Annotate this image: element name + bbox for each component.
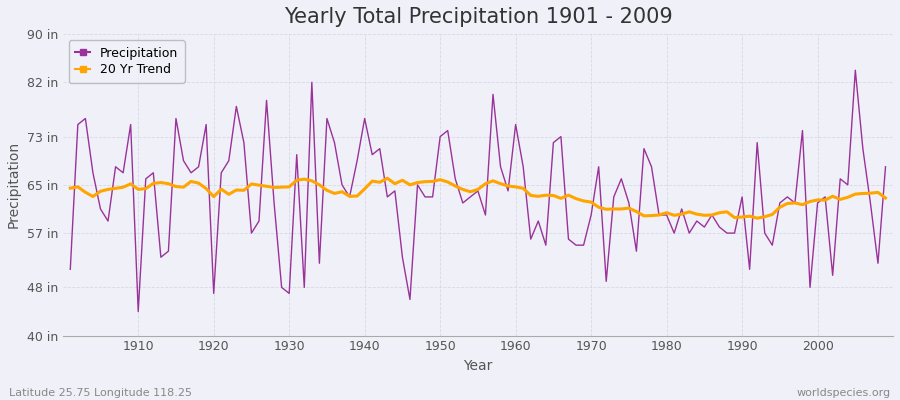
Y-axis label: Precipitation: Precipitation (7, 141, 21, 228)
Precipitation (299, 285, 310, 290)
20 Yr Trend (880, 196, 891, 200)
20 Yr Trend (608, 206, 619, 211)
20 Yr Trend (292, 178, 302, 183)
Text: worldspecies.org: worldspecies.org (796, 388, 891, 398)
20 Yr Trend (510, 184, 521, 189)
Text: Latitude 25.75 Longitude 118.25: Latitude 25.75 Longitude 118.25 (9, 388, 192, 398)
Precipitation (65, 267, 76, 272)
Precipitation (608, 194, 619, 199)
Legend: Precipitation, 20 Yr Trend: Precipitation, 20 Yr Trend (69, 40, 184, 82)
20 Yr Trend (65, 186, 76, 190)
Precipitation (125, 122, 136, 127)
20 Yr Trend (125, 182, 136, 186)
Line: 20 Yr Trend: 20 Yr Trend (70, 178, 886, 218)
Precipitation (344, 194, 355, 199)
20 Yr Trend (518, 186, 528, 191)
Precipitation (510, 122, 521, 127)
Title: Yearly Total Precipitation 1901 - 2009: Yearly Total Precipitation 1901 - 2009 (284, 7, 672, 27)
X-axis label: Year: Year (464, 359, 492, 373)
Precipitation (518, 164, 528, 169)
Precipitation (133, 309, 144, 314)
20 Yr Trend (752, 216, 762, 220)
20 Yr Trend (382, 176, 392, 181)
Line: Precipitation: Precipitation (70, 70, 886, 312)
Precipitation (850, 68, 860, 73)
Precipitation (880, 164, 891, 169)
20 Yr Trend (337, 189, 347, 194)
